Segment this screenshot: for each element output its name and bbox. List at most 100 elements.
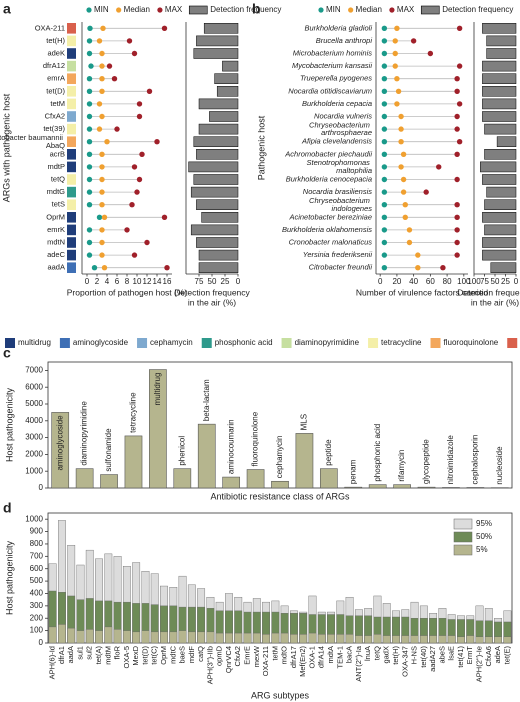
- bar: [76, 630, 85, 644]
- dot: [161, 25, 168, 31]
- dot: [395, 88, 402, 95]
- class-legend-swatch: [430, 338, 441, 348]
- dot: [454, 113, 460, 120]
- legend-label: 5%: [476, 545, 488, 554]
- dot: [454, 214, 460, 220]
- legend-swatch: [420, 5, 440, 15]
- dot: [454, 151, 460, 157]
- dot: [381, 76, 388, 82]
- x-tick-label: catQ: [196, 646, 205, 662]
- bar-category-label: peptide: [324, 439, 333, 466]
- y-tick-label: Nocardia brasiliensis: [303, 187, 372, 196]
- x-axis-title: Antibiotic resistance class of ARGs: [210, 491, 350, 501]
- dot: [400, 176, 407, 183]
- y-tick-label: 500: [30, 576, 44, 585]
- y-tick-label: Burkholderia cepacia: [302, 99, 372, 108]
- y-tick-label: Trueperella pyogenes: [300, 74, 372, 83]
- x-tick-label: APH(6)-Id: [48, 646, 57, 679]
- dot: [99, 164, 105, 170]
- class-swatch: [67, 98, 76, 110]
- bar: [417, 486, 436, 489]
- y-tick-label: Microbacterium hominis: [293, 48, 372, 57]
- bar: [345, 634, 354, 644]
- legend-label: MIN: [326, 5, 341, 14]
- dot: [154, 139, 160, 145]
- class-legend-label: diaminopyrimidine: [295, 338, 360, 347]
- x-tick-label: gadX: [382, 646, 391, 664]
- bar: [419, 635, 428, 644]
- bar-category-label: aminoglycoside: [55, 415, 64, 471]
- class-swatch: [67, 237, 76, 248]
- dot: [99, 202, 105, 208]
- y-tick-label: Nocardia otitidiscaviarum: [288, 86, 372, 95]
- bar: [299, 634, 308, 644]
- x-tick-label: dfrA14: [317, 646, 326, 668]
- dot: [456, 25, 463, 31]
- y-tick-label: adeC: [47, 250, 66, 259]
- class-legend-swatch: [201, 338, 212, 348]
- bar: [382, 635, 391, 644]
- y-tick-label: tet(H): [46, 36, 65, 45]
- x-tick-label: 60: [426, 277, 435, 286]
- bar: [150, 631, 159, 644]
- dot: [88, 63, 94, 69]
- dot: [392, 38, 398, 44]
- frequency-bar: [486, 186, 517, 198]
- dot: [96, 38, 103, 44]
- frequency-bar: [198, 98, 239, 110]
- y-tick-label: adeK: [47, 48, 65, 57]
- legend-swatch: [453, 544, 473, 556]
- y-tick-label: Stenotrophomonas maltophilia: [307, 158, 372, 175]
- bar: [392, 635, 400, 644]
- class-legend-label: cephamycin: [150, 338, 193, 347]
- bar: [429, 635, 438, 644]
- class-swatch: [67, 73, 76, 84]
- x-tick-label: 2: [95, 277, 100, 286]
- y-tick-label: 200: [30, 613, 44, 622]
- y-tick-label: Citrobacter freundii: [309, 263, 373, 272]
- legend-label: Median: [356, 5, 382, 14]
- dot: [454, 76, 460, 82]
- y-tick-label: Burkholderia cenocepacia: [286, 174, 372, 183]
- bar-category-label: cephalosporin: [470, 435, 479, 485]
- y-tick-label: CfxA2: [45, 111, 65, 120]
- x-tick-label: tet(A): [94, 646, 103, 665]
- frequency-bar: [482, 23, 517, 34]
- bar: [132, 631, 141, 644]
- x-tick-label: adeA: [493, 646, 502, 664]
- class-legend-label: fluoroquinolone: [444, 338, 499, 347]
- y-tick-label: Afipia clevelandensis: [301, 137, 372, 146]
- y-tick-label: tetQ: [51, 174, 65, 183]
- frequency-bar: [196, 199, 239, 210]
- dot: [423, 189, 429, 195]
- bar: [447, 635, 456, 644]
- x-tick-label: APH(3'')-IIb: [205, 646, 214, 684]
- y-tick-label: Burkholderia gladioli: [304, 23, 372, 32]
- y-tick-label: 6000: [25, 382, 43, 391]
- x-tick-label: 6: [115, 277, 120, 286]
- dot: [86, 176, 93, 183]
- bar: [364, 635, 373, 644]
- dot: [99, 76, 105, 82]
- legend-label: Detection frequency: [210, 5, 281, 14]
- x-tick-label: opmD: [215, 645, 224, 666]
- dot: [86, 202, 93, 208]
- frequency-bar: [193, 136, 239, 147]
- dot: [394, 25, 400, 31]
- dot: [99, 151, 105, 157]
- x-tick-label: CfxA6: [484, 646, 493, 666]
- dot: [381, 38, 388, 44]
- x-tick-label: QnrVC4: [224, 646, 233, 673]
- dot: [392, 50, 398, 57]
- dot: [381, 25, 388, 31]
- class-legend-swatch: [281, 338, 292, 348]
- bar: [484, 636, 493, 644]
- class-swatch: [67, 123, 76, 135]
- frequency-bar: [196, 149, 239, 160]
- x-tick-label: OXA-211: [261, 646, 270, 676]
- dot: [86, 50, 93, 57]
- class-swatch: [67, 161, 76, 173]
- bar: [442, 487, 460, 489]
- x-tick-label: tet(41): [456, 646, 465, 668]
- x-tick-label: OXA-347: [400, 646, 409, 677]
